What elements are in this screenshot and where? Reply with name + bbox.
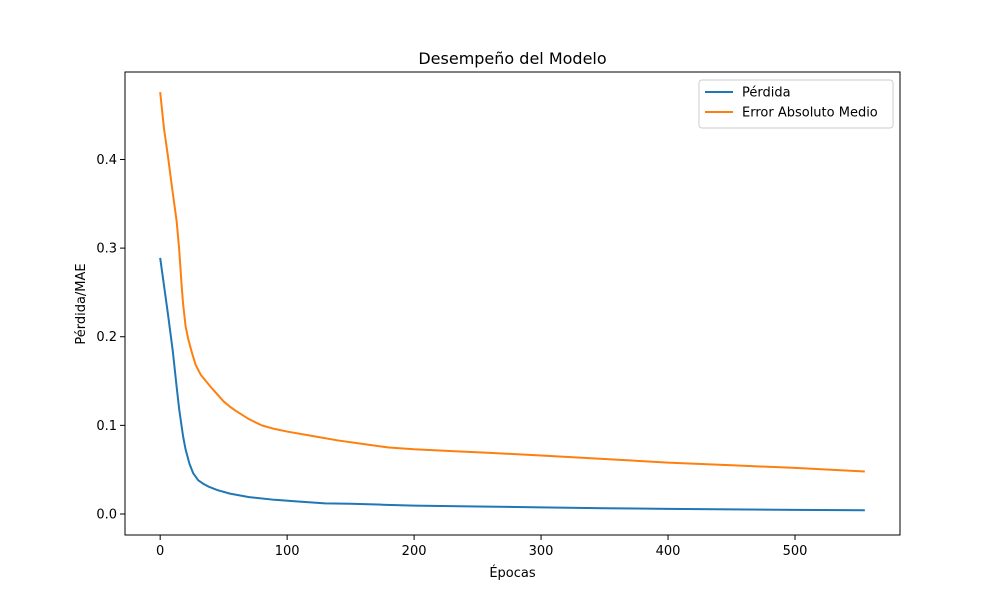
x-axis-label: Épocas <box>489 565 536 581</box>
legend-label: Error Absoluto Medio <box>742 106 878 121</box>
y-tick-label: 0.0 <box>96 507 117 522</box>
x-tick-label: 500 <box>783 544 808 559</box>
y-axis-label: Pérdida/MAE <box>74 263 89 344</box>
x-tick-label: 0 <box>156 544 164 559</box>
x-tick-label: 300 <box>529 544 554 559</box>
y-tick-label: 0.4 <box>96 153 117 168</box>
y-tick-label: 0.1 <box>96 419 117 434</box>
x-tick-label: 200 <box>402 544 427 559</box>
series-line-perdida <box>159 257 865 512</box>
legend: Pérdida Error Absoluto Medio <box>698 79 894 129</box>
y-tick-label: 0.2 <box>96 330 117 345</box>
plot-area <box>124 71 901 536</box>
legend-label: Pérdida <box>742 86 791 101</box>
series-line-error-absoluto-medio <box>159 92 865 473</box>
axes-ticks: 0 100 200 300 400 500 0.0 0.1 0.2 0.3 0.4 <box>96 153 807 559</box>
axes-frame <box>124 71 901 536</box>
x-tick-label: 100 <box>275 544 300 559</box>
y-tick-label: 0.3 <box>96 242 117 257</box>
legend-box <box>698 79 894 129</box>
chart-title: Desempeño del Modelo <box>418 49 606 68</box>
x-tick-label: 400 <box>656 544 681 559</box>
